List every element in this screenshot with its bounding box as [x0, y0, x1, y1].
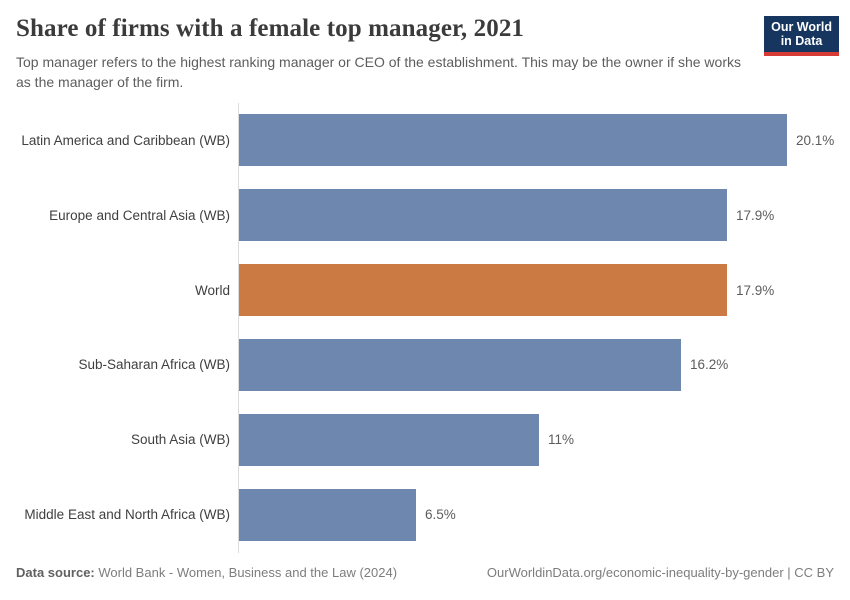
bar-rows: Latin America and Caribbean (WB) 20.1% E… [0, 103, 850, 552]
bar-row: Middle East and North Africa (WB) 6.5% [0, 477, 850, 552]
data-source-text: World Bank - Women, Business and the Law… [94, 565, 398, 580]
bar-category-label: Europe and Central Asia (WB) [49, 207, 230, 223]
chart-subtitle: Top manager refers to the highest rankin… [16, 54, 741, 91]
bar-track: 6.5% [239, 488, 850, 541]
bar[interactable] [239, 413, 539, 466]
bar-value-label: 17.9% [736, 207, 775, 223]
bar-category-label: World [194, 282, 230, 298]
bar-value-label: 16.2% [690, 357, 729, 373]
bar-value-label: 11% [548, 432, 575, 448]
data-source-label: Data source: [16, 565, 95, 580]
credit-link[interactable]: OurWorldinData.org/economic-inequality-b… [486, 565, 834, 580]
data-source: Data source: World Bank - Women, Busines… [16, 565, 397, 580]
bar-track: 11% [239, 413, 850, 466]
bar-category-label: Sub-Saharan Africa (WB) [78, 357, 230, 373]
bar[interactable] [239, 189, 727, 242]
bar[interactable] [239, 114, 787, 167]
owid-logo-line1: Our World [771, 20, 832, 34]
bar-row: Latin America and Caribbean (WB) 20.1% [0, 103, 850, 178]
bar-row: World 17.9% [0, 253, 850, 328]
bar-category-label: South Asia (WB) [130, 432, 230, 448]
bar-value-label: 6.5% [425, 507, 456, 523]
bar-row: Europe and Central Asia (WB) 17.9% [0, 178, 850, 253]
bar-value-label: 20.1% [796, 132, 835, 148]
bar-category-label: Latin America and Caribbean (WB) [21, 132, 230, 148]
bar-chart: Latin America and Caribbean (WB) 20.1% E… [0, 103, 850, 553]
bar-row: South Asia (WB) 11% [0, 402, 850, 477]
header: Share of firms with a female top manager… [16, 15, 750, 93]
bar[interactable] [239, 264, 727, 317]
bar-track: 20.1% [239, 114, 850, 167]
y-axis-line [238, 103, 239, 553]
bar-track: 16.2% [239, 338, 850, 391]
bar-track: 17.9% [239, 264, 850, 317]
chart-title: Share of firms with a female top manager… [16, 15, 525, 42]
bar[interactable] [239, 488, 416, 541]
bar-category-label: Middle East and North Africa (WB) [24, 507, 230, 523]
bar-value-label: 17.9% [736, 282, 775, 298]
bar[interactable] [239, 338, 681, 391]
owid-logo-line2: in Data [780, 34, 823, 49]
owid-logo[interactable]: Our World in Data [764, 16, 839, 56]
bar-row: Sub-Saharan Africa (WB) 16.2% [0, 327, 850, 402]
bar-track: 17.9% [239, 189, 850, 242]
footer: Data source: World Bank - Women, Busines… [16, 565, 834, 580]
